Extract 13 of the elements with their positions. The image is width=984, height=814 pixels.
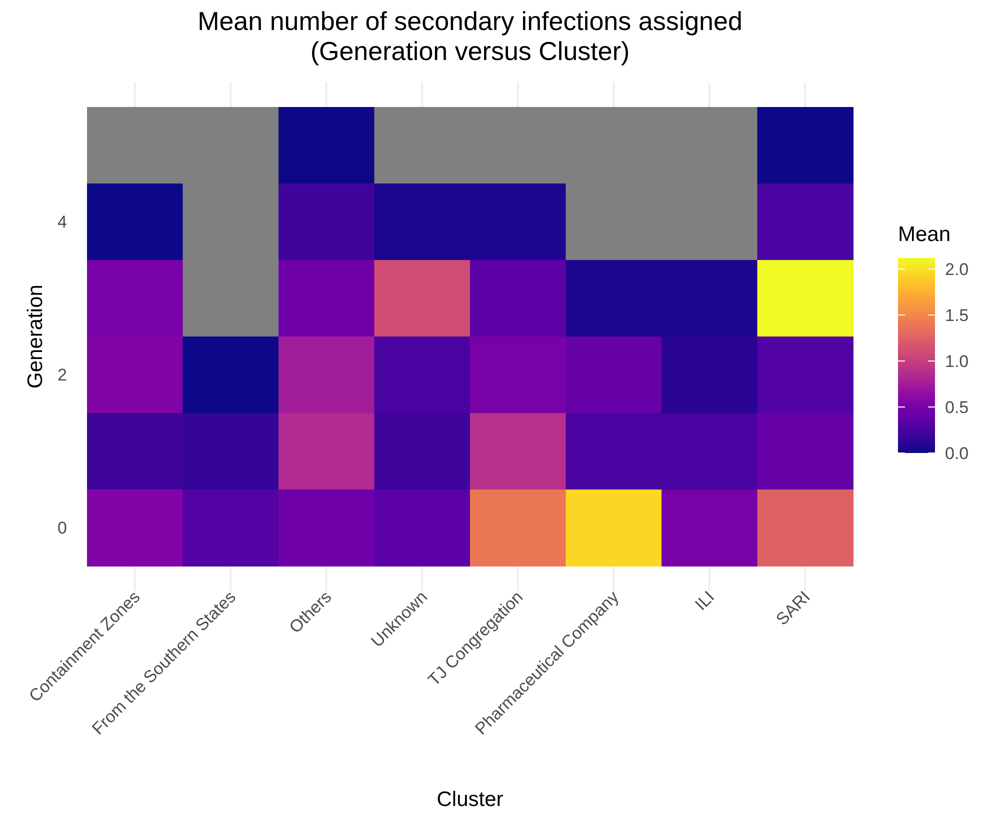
- y-tick-label: 4: [58, 212, 67, 232]
- y-tick-label: 0: [58, 518, 67, 538]
- y-tick-label: 2: [58, 366, 67, 385]
- y-axis-title: Generation: [24, 284, 47, 388]
- color-bar-label: 0.5: [945, 398, 969, 417]
- x-tick-label: ILI: [691, 587, 718, 614]
- color-bar-label: 1.5: [945, 306, 969, 325]
- legend-title: Mean: [898, 223, 951, 246]
- color-bar-label: 2.0: [945, 260, 969, 279]
- color-bar-label: 1.0: [945, 352, 969, 371]
- chart-title: Mean number of secondary infections assigned (Generation versus Cluster): [198, 6, 742, 66]
- color-bar-label: 0.0: [945, 444, 969, 463]
- x-axis-title: Cluster: [436, 788, 504, 811]
